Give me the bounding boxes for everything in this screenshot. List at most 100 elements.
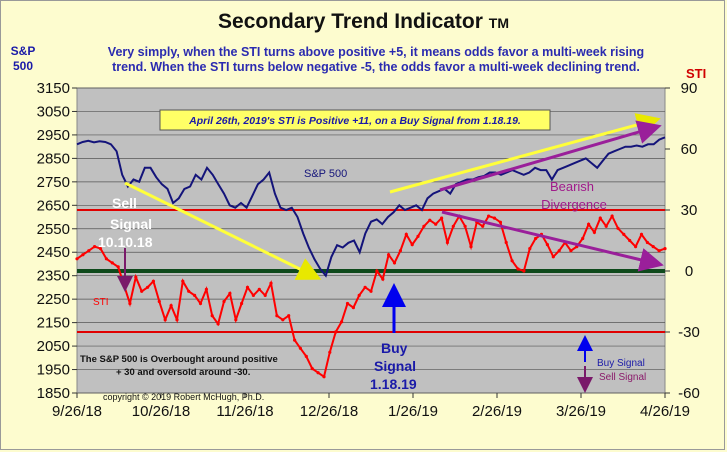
sti-point xyxy=(392,261,397,265)
left-tick-label: 3150 xyxy=(37,80,70,97)
legend-buy-label: Buy Signal xyxy=(597,358,645,369)
sti-point xyxy=(198,301,203,306)
right-axis-title: STI xyxy=(686,66,707,81)
sti-point xyxy=(116,265,120,269)
sp500-series-line xyxy=(76,136,666,278)
sti-point xyxy=(581,236,585,241)
buy-signal-date: 1.18.19 xyxy=(370,376,417,392)
sti-point xyxy=(204,287,208,291)
sti-point xyxy=(187,289,191,293)
sti-point xyxy=(451,224,455,228)
sti-point xyxy=(151,279,155,283)
sti-point xyxy=(522,269,526,273)
sti-point xyxy=(175,318,179,322)
right-tick-label: -30 xyxy=(678,324,700,341)
sti-point xyxy=(545,243,550,247)
sti-point xyxy=(93,245,97,249)
trademark-mark: TM xyxy=(488,15,509,31)
sti-point xyxy=(440,216,444,220)
right-tick-label: -60 xyxy=(678,385,700,402)
bearish-divergence-label: Bearish xyxy=(550,179,594,194)
sti-point xyxy=(293,338,297,342)
chart-title: Secondary Trend Indicator TM xyxy=(218,10,509,33)
left-tick-label: 2050 xyxy=(37,338,70,355)
sti-point xyxy=(322,375,326,379)
right-tick-label: 0 xyxy=(685,263,693,280)
plot-area xyxy=(76,87,666,394)
sti-point xyxy=(598,216,602,220)
sti-point xyxy=(604,224,608,228)
sti-point xyxy=(222,299,226,304)
sti-point xyxy=(487,214,491,218)
legend-sell-label: Sell Signal xyxy=(599,372,646,383)
sti-point xyxy=(263,293,267,297)
x-tick-label: 2/26/19 xyxy=(472,403,522,420)
sti-point xyxy=(663,247,667,251)
x-tick-label: 3/26/19 xyxy=(556,403,606,420)
sti-point xyxy=(498,220,502,224)
sti-point xyxy=(334,330,338,334)
left-tick-label: 3050 xyxy=(37,103,70,120)
sti-point xyxy=(134,275,138,279)
sti-point xyxy=(557,249,561,253)
sti-point xyxy=(104,257,108,261)
sti-point xyxy=(228,291,232,295)
sti-point xyxy=(428,218,432,222)
sell-signal-label: Signal xyxy=(110,216,152,232)
sti-point xyxy=(645,240,650,245)
sti-point xyxy=(210,314,214,318)
left-tick-label: 2750 xyxy=(37,174,70,191)
sti-point xyxy=(304,354,308,358)
sti-point xyxy=(281,318,285,322)
left-tick-label: 1950 xyxy=(37,362,70,379)
sti-point xyxy=(240,301,244,306)
left-axis-title: S&P 500 xyxy=(10,44,36,73)
info-box xyxy=(159,109,551,131)
sti-point xyxy=(234,318,238,322)
left-tick-label: 2550 xyxy=(37,221,70,238)
sti-point xyxy=(87,249,91,253)
sti-point xyxy=(98,247,103,251)
sti-point xyxy=(434,222,438,226)
sp500-series-label: S&P 500 xyxy=(304,168,347,180)
sti-point xyxy=(110,261,114,265)
sti-point xyxy=(357,293,361,297)
sti-point xyxy=(75,257,79,261)
sti-point xyxy=(628,238,632,243)
sti-point xyxy=(257,287,261,291)
left-tick-label: 2950 xyxy=(37,127,70,144)
sti-point xyxy=(510,259,514,263)
sti-point xyxy=(504,240,508,245)
x-tick-label: 12/26/18 xyxy=(300,403,358,420)
x-tick-label: 4/26/19 xyxy=(640,403,690,420)
sti-point xyxy=(381,277,385,281)
sti-point xyxy=(275,314,279,318)
left-tick-label: 2450 xyxy=(37,244,70,261)
right-tick-label: 90 xyxy=(681,80,698,97)
left-tick-label: 2650 xyxy=(37,197,70,214)
sti-point xyxy=(639,232,644,236)
sti-point xyxy=(416,234,420,238)
sti-point xyxy=(387,253,391,257)
x-tick-label: 9/26/18 xyxy=(52,403,102,420)
sti-point xyxy=(410,243,414,247)
sti-point xyxy=(569,249,573,253)
sti-point xyxy=(516,267,520,271)
sti-point xyxy=(140,289,144,293)
sti-point xyxy=(375,269,379,273)
sti-point xyxy=(298,346,302,350)
sti-point xyxy=(404,232,408,236)
sti-point xyxy=(345,301,350,306)
sti-point xyxy=(634,245,638,249)
sti-point xyxy=(463,224,467,228)
left-tick-label: 2250 xyxy=(37,291,70,308)
sti-point xyxy=(340,320,344,324)
sti-point xyxy=(587,222,591,226)
sti-point xyxy=(492,216,497,220)
right-tick-label: 30 xyxy=(681,202,698,219)
sti-point xyxy=(287,314,291,318)
sti-point xyxy=(128,301,132,306)
sti-point xyxy=(245,285,250,289)
